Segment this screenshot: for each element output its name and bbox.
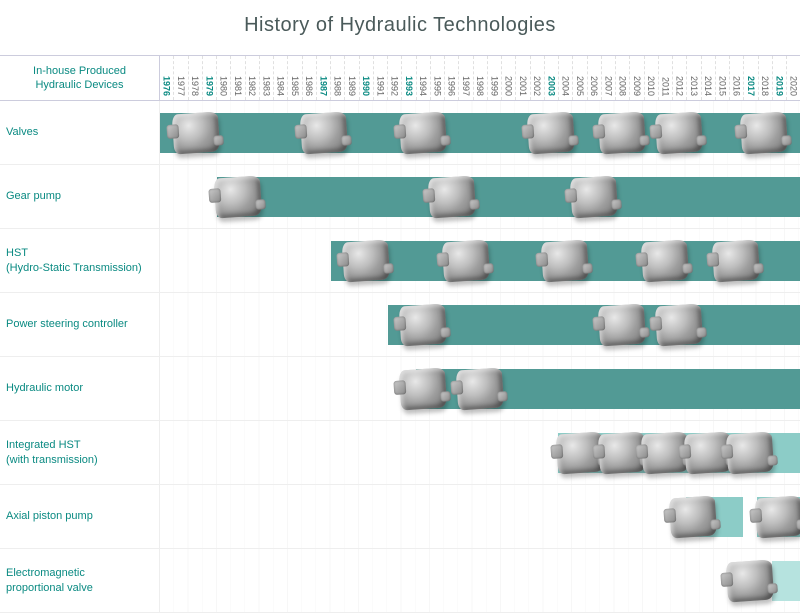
category-row: Gear pump [0,165,800,229]
year-tick: 1998 [473,56,487,100]
category-label: Integrated HST(with transmission) [0,421,160,484]
year-tick: 1997 [458,56,472,100]
year-tick: 2001 [515,56,529,100]
year-tick: 1989 [344,56,358,100]
year-axis: 1976197719781979198019811982198319841985… [160,56,800,100]
category-row: HST(Hydro-Static Transmission) [0,229,800,293]
year-tick: 1995 [430,56,444,100]
category-row: Electromagneticproportional valve [0,549,800,613]
year-tick: 2017 [743,56,757,100]
category-row: Integrated HST(with transmission) [0,421,800,485]
category-label: Gear pump [0,165,160,228]
year-tick: 2019 [772,56,786,100]
year-tick: 1983 [259,56,273,100]
year-tick: 1999 [487,56,501,100]
year-tick: 2004 [558,56,572,100]
year-tick: 1984 [273,56,287,100]
header-label: In-house ProducedHydraulic Devices [0,56,160,100]
year-tick: 1994 [416,56,430,100]
year-tick: 2011 [658,56,672,100]
category-timeline [160,101,800,164]
category-timeline [160,293,800,356]
timeline-infographic: History of Hydraulic Technologies In-hou… [0,0,800,613]
year-tick: 1982 [245,56,259,100]
year-tick: 2013 [686,56,700,100]
year-tick: 2000 [501,56,515,100]
category-timeline [160,165,800,228]
timeline-bar [558,433,800,473]
category-timeline [160,421,800,484]
year-tick: 1992 [387,56,401,100]
year-tick: 1990 [359,56,373,100]
page-title: History of Hydraulic Technologies [0,0,800,55]
year-tick: 2006 [587,56,601,100]
category-timeline [160,357,800,420]
year-tick: 1981 [230,56,244,100]
year-tick: 2016 [729,56,743,100]
year-tick: 1991 [373,56,387,100]
timeline-bar [686,497,743,537]
year-tick: 2009 [629,56,643,100]
year-tick: 2007 [601,56,615,100]
timeline-bar [331,241,800,281]
year-tick: 2020 [786,56,800,100]
year-tick: 1985 [287,56,301,100]
category-timeline [160,485,800,548]
year-tick: 2002 [530,56,544,100]
year-tick: 1996 [444,56,458,100]
timeline-bar [772,561,800,601]
year-tick: 1979 [202,56,216,100]
year-tick: 2015 [715,56,729,100]
category-label: Power steering controller [0,293,160,356]
year-tick: 1986 [302,56,316,100]
category-label: Hydraulic motor [0,357,160,420]
year-tick: 2012 [672,56,686,100]
rows-container: ValvesGear pumpHST(Hydro-Static Transmis… [0,101,800,613]
category-row: Hydraulic motor [0,357,800,421]
category-label: Electromagneticproportional valve [0,549,160,612]
year-tick: 2003 [544,56,558,100]
year-tick: 1980 [216,56,230,100]
timeline-bar [217,177,800,217]
year-tick: 2010 [644,56,658,100]
category-timeline [160,549,800,612]
timeline-bar [757,497,800,537]
year-tick: 1987 [316,56,330,100]
category-label: Valves [0,101,160,164]
timeline-bar [160,113,800,153]
year-tick: 2014 [701,56,715,100]
year-tick: 2018 [758,56,772,100]
year-tick: 2005 [572,56,586,100]
timeline-bar [416,369,800,409]
timeline-bar [388,305,800,345]
category-row: Valves [0,101,800,165]
year-tick: 2008 [615,56,629,100]
year-tick: 1977 [173,56,187,100]
year-tick: 1976 [160,56,173,100]
year-tick: 1988 [330,56,344,100]
year-tick: 1993 [401,56,415,100]
category-row: Power steering controller [0,293,800,357]
category-timeline [160,229,800,292]
category-label: HST(Hydro-Static Transmission) [0,229,160,292]
category-label: Axial piston pump [0,485,160,548]
header-row: In-house ProducedHydraulic Devices 19761… [0,55,800,101]
chart: In-house ProducedHydraulic Devices 19761… [0,55,800,613]
product-image [726,559,775,602]
category-row: Axial piston pump [0,485,800,549]
year-tick: 1978 [188,56,202,100]
